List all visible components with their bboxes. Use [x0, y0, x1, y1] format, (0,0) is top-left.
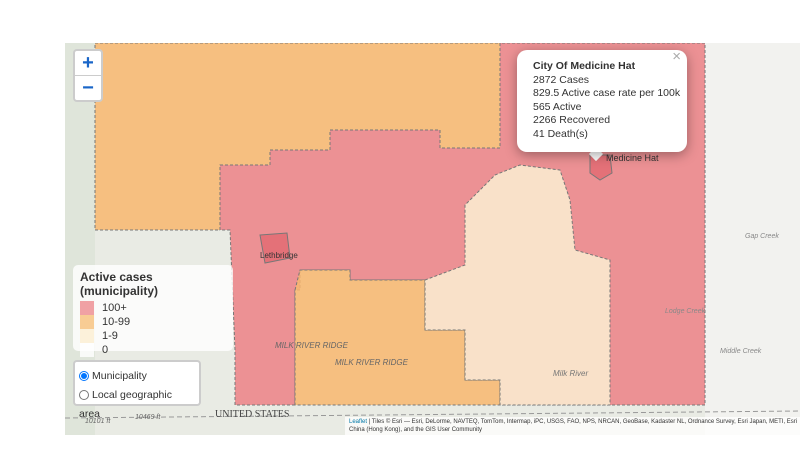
- zoom-out[interactable]: −: [75, 75, 101, 100]
- legend-label: 100+: [102, 302, 127, 314]
- legend-label: 1-9: [102, 330, 118, 342]
- attribution: Leaflet | Tiles © Esri — Esri, DeLorme, …: [345, 417, 800, 435]
- map-label: Medicine Hat: [606, 153, 659, 163]
- layer-radio[interactable]: [79, 371, 89, 382]
- legend-item: 1-9: [80, 329, 226, 343]
- map[interactable]: Medicine Hat Lethbridge MILK RIVER RIDGE MI…: [65, 43, 800, 435]
- map-label: Middle Creek: [720, 348, 762, 355]
- legend-label: 0: [102, 344, 109, 356]
- layer-option: Local geographic area: [79, 386, 195, 420]
- popup: × City Of Medicine Hat 2872 Cases 829.5 A…: [517, 48, 687, 152]
- region[interactable]: [424, 164, 611, 406]
- map-label: 10469 ft: [135, 414, 161, 421]
- legend-swatch: [80, 301, 94, 315]
- legend-swatch: [80, 315, 94, 329]
- map-label: Lethbridge: [260, 251, 298, 260]
- map-label: Gap Creek: [745, 233, 779, 240]
- legend-title: Active cases (municipality): [80, 270, 159, 298]
- layer-control: Municipality Local geographic area: [73, 360, 201, 420]
- zoom-control: + −: [73, 49, 103, 102]
- popup-line: 565 Active: [533, 100, 582, 113]
- legend-item: 10-99: [80, 315, 226, 329]
- attribution-text: | Tiles © Esri — Esri, DeLorme, NAVTEQ, …: [349, 419, 798, 433]
- layer-label: Local geographic area: [79, 389, 172, 420]
- legend-swatch: [80, 329, 94, 343]
- layer-radio[interactable]: [79, 390, 89, 401]
- popup-line: 829.5 Active case rate per 100k: [533, 87, 681, 100]
- popup-title: City Of Medicine Hat: [533, 60, 636, 72]
- map-label: MILK RIVER RIDGE: [275, 341, 349, 350]
- popup-line: 2872 Cases: [533, 73, 590, 86]
- layer-label: Municipality: [92, 370, 147, 382]
- map-label: UNITED STATES: [215, 409, 289, 420]
- popup-line: 2266 Recovered: [533, 114, 611, 127]
- map-label: Lodge Creek: [665, 308, 706, 315]
- zoom-in[interactable]: +: [82, 52, 94, 74]
- legend-swatch: [80, 343, 94, 357]
- map-label: 10101 ft: [85, 418, 111, 425]
- map-label: MILK RIVER RIDGE: [335, 358, 409, 367]
- popup-close[interactable]: ×: [672, 48, 681, 65]
- legend-item: 0: [80, 343, 226, 357]
- attribution-link[interactable]: Leaflet: [349, 419, 368, 425]
- map-canvas: Medicine Hat Lethbridge MILK RIVER RIDGE MI…: [65, 43, 800, 435]
- map-label: Milk River: [553, 369, 588, 378]
- legend-label: 10-99: [102, 316, 131, 328]
- region[interactable]: [589, 154, 613, 181]
- border: [65, 410, 800, 419]
- layer-option: Municipality: [79, 367, 195, 386]
- region[interactable]: [259, 232, 291, 264]
- popup-line: 41 Death(s): [533, 127, 588, 140]
- legend: Active cases (municipality) 100+ 10-99 1-9…: [73, 265, 233, 357]
- legend-item: 100+: [80, 301, 226, 315]
- terrain: [705, 43, 800, 435]
